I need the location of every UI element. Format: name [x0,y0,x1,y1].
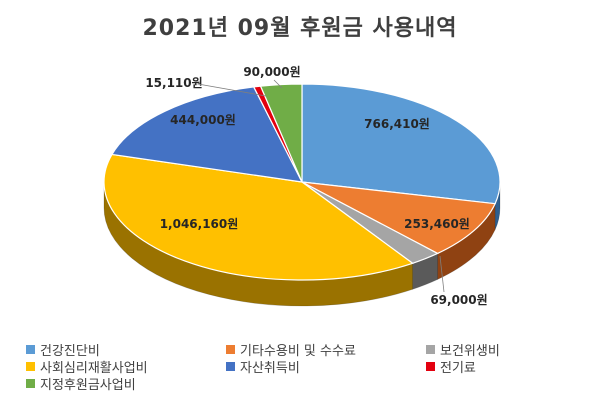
pie-slice-4 [103,153,414,281]
legend-swatch-5 [226,362,235,371]
leader-line-7 [273,79,283,89]
legend-item-1: 건강진단비 [26,340,100,359]
legend-label-7: 지정후원금사업비 [40,378,136,393]
pie-slice-2 [301,181,496,255]
data-label-3: 69,000원 [430,293,487,307]
pie-slice-5 [111,86,304,183]
pie-slice-1 [301,83,501,205]
legend-item-7: 지정후원금사업비 [26,374,136,393]
legend-label-1: 건강진단비 [40,344,100,359]
data-label-2: 253,460원 [404,217,470,231]
legend-label-3: 보건위생비 [440,344,500,359]
legend-swatch-4 [26,362,35,371]
legend-label-4: 사회심리재활사업비 [40,361,148,376]
leader-line-6 [197,83,267,97]
legend-swatch-1 [26,345,35,354]
legend-swatch-3 [426,345,435,354]
legend-label-2: 기타수용비 및 수수료 [240,344,356,359]
leader-line-3 [439,255,445,293]
legend-swatch-7 [26,379,35,388]
legend-item-3: 보건위생비 [426,340,500,359]
legend-label-6: 전기료 [440,361,476,376]
legend-label-5: 자산취득비 [240,361,300,376]
legend-item-4: 사회심리재활사업비 [26,357,148,376]
pie-slices [103,83,501,281]
legend-swatch-6 [426,362,435,371]
pie-data-labels: 766,410원 253,460원 69,000원 1,046,160원 444,000… [145,65,487,307]
data-label-5: 444,000원 [170,113,236,127]
data-label-7: 90,000원 [243,65,300,79]
legend-swatch-2 [226,345,235,354]
legend-item-6: 전기료 [426,357,476,376]
chart-title: 2021년 09월 후원금 사용내역 [142,16,458,41]
pie-slice-7 [259,83,303,183]
data-label-1: 766,410원 [364,117,430,131]
legend-item-5: 자산취득비 [226,357,300,376]
legend-item-2: 기타수용비 및 수수료 [226,340,356,359]
data-label-4: 1,046,160원 [160,217,239,231]
data-label-6: 15,110원 [145,76,202,90]
